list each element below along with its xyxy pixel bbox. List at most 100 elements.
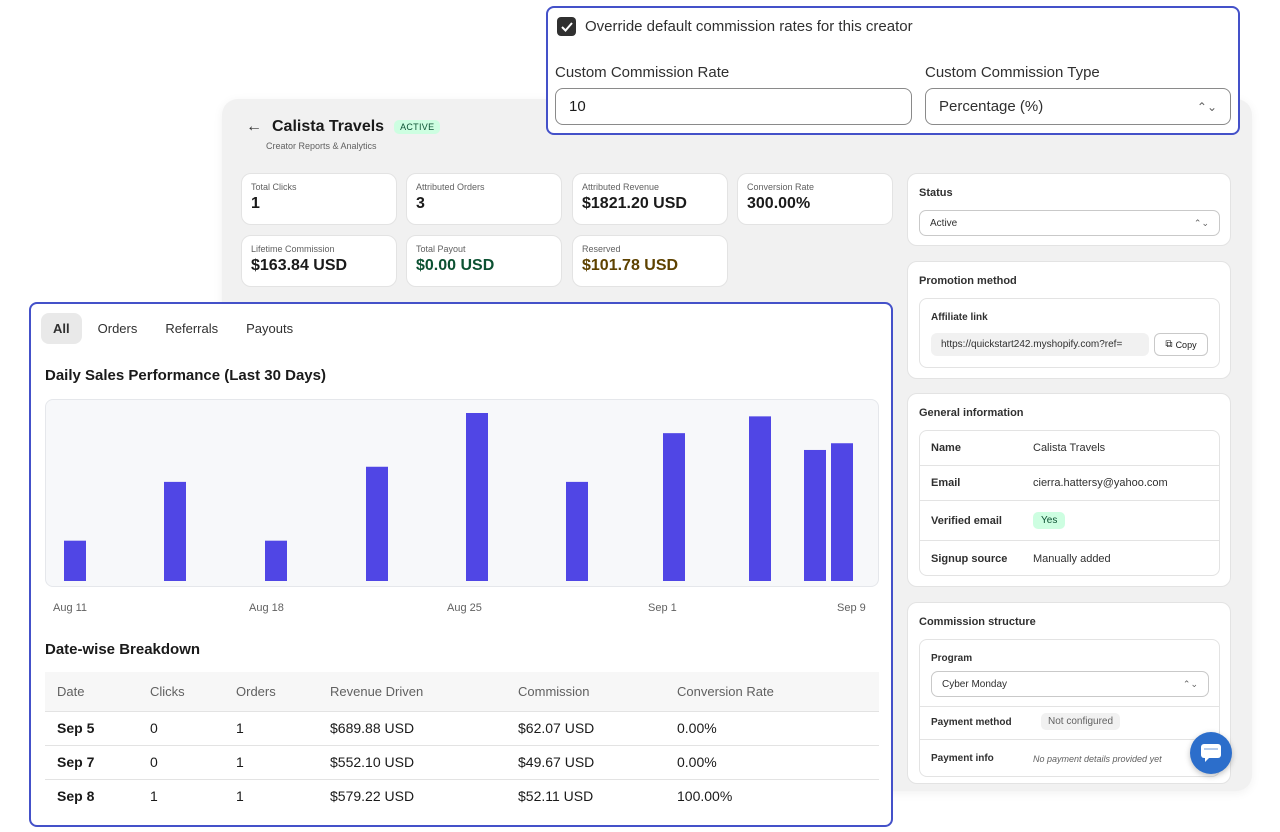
promotion-card-title: Promotion method (919, 275, 1017, 287)
cell-clicks: 0 (138, 744, 224, 779)
affiliate-link-field[interactable]: https://quickstart242.myshopify.com?ref= (931, 333, 1149, 356)
cell-conversion: 0.00% (665, 710, 879, 745)
col-header: Date (45, 672, 138, 711)
stat-label: Attributed Revenue (582, 182, 660, 192)
info-value: Calista Travels (1033, 442, 1106, 454)
status-card-title: Status (919, 187, 953, 199)
page-title: Calista Travels (272, 118, 385, 135)
payment-method-badge: Not configured (1041, 713, 1121, 730)
tab-referrals[interactable]: Referrals (165, 321, 219, 336)
chat-icon (1201, 744, 1221, 762)
col-header: Commission (506, 672, 665, 711)
info-key: Name (931, 442, 961, 454)
info-value: Manually added (1033, 552, 1111, 565)
chart-bar (831, 443, 853, 581)
chevron-up-down-icon: ⌃⌄ (1196, 99, 1217, 114)
tab-payouts[interactable]: Payouts (246, 321, 294, 336)
stat-label: Total Clicks (251, 182, 297, 192)
stat-label: Lifetime Commission (251, 244, 335, 254)
program-label: Program (931, 653, 973, 664)
breakdown-title: Date-wise Breakdown (45, 641, 201, 658)
stat-conversion-rate: Conversion Rate 300.00% (737, 173, 893, 225)
info-key: Signup source (931, 552, 1008, 565)
cell-commission: $49.67 USD (506, 744, 665, 779)
commission-structure-card: Commission structure Program Cyber Monda… (907, 602, 1231, 784)
status-select-value: Active (930, 217, 958, 229)
override-checkbox[interactable] (557, 17, 576, 36)
chart-bar (265, 540, 287, 581)
back-arrow-icon[interactable]: ← (246, 118, 262, 135)
chart-bar (366, 466, 388, 581)
info-value: cierra.hattersy@yahoo.com (1033, 477, 1168, 489)
stat-lifetime-commission: Lifetime Commission $163.84 USD (241, 235, 397, 287)
stat-value: 300.00% (747, 195, 811, 212)
general-info-card: General information Name Calista Travels… (907, 393, 1231, 587)
commission-structure-box: Program Cyber Monday ⌃⌄ Payment method N… (919, 639, 1220, 777)
chevron-up-down-icon: ⌃⌄ (1193, 217, 1209, 228)
cell-conversion: 100.00% (665, 778, 879, 813)
verified-badge: Yes (1033, 512, 1066, 529)
program-select-value: Cyber Monday (942, 678, 1008, 690)
tab-all[interactable]: All (41, 313, 82, 344)
stat-reserved: Reserved $101.78 USD (572, 235, 728, 287)
stat-total-clicks: Total Clicks 1 (241, 173, 397, 225)
table-row: Sep 8 1 1 $579.22 USD $52.11 USD 100.00% (45, 778, 879, 813)
checkmark-icon (560, 21, 573, 32)
stat-label: Attributed Orders (416, 182, 485, 192)
chart-bar (663, 433, 685, 581)
commission-type-value: Percentage (%) (939, 98, 1044, 115)
chart-bar (64, 540, 86, 581)
override-checkbox-label: Override default commission rates for th… (585, 18, 913, 35)
table-header-row: Date Clicks Orders Revenue Driven Commis… (45, 672, 879, 711)
override-commission-card: Override default commission rates for th… (546, 6, 1240, 135)
x-tick-label: Sep 1 (648, 602, 677, 614)
stat-total-payout: Total Payout $0.00 USD (406, 235, 562, 287)
info-row-signup-source: Signup source Manually added (920, 541, 1219, 576)
general-info-title: General information (919, 407, 1024, 419)
col-header: Clicks (138, 672, 224, 711)
stat-value: $1821.20 USD (582, 195, 687, 212)
info-row-email: Email cierra.hattersy@yahoo.com (920, 466, 1219, 501)
x-tick-label: Aug 25 (447, 602, 482, 614)
payment-info-label: Payment info (931, 753, 994, 764)
payment-method-label: Payment method (931, 717, 1012, 728)
chevron-up-down-icon: ⌃⌄ (1182, 678, 1198, 689)
chart-bar (749, 416, 771, 581)
commission-rate-input[interactable] (555, 88, 912, 125)
divider (920, 706, 1219, 707)
affiliate-link-box: Affiliate link https://quickstart242.mys… (919, 298, 1220, 368)
chart-bar (164, 481, 186, 581)
cell-revenue: $689.88 USD (318, 710, 506, 745)
chart-bar (566, 481, 588, 581)
reports-card: All Orders Referrals Payouts Daily Sales… (29, 302, 893, 827)
table-row: Sep 7 0 1 $552.10 USD $49.67 USD 0.00% (45, 744, 879, 779)
tab-orders[interactable]: Orders (97, 321, 138, 336)
chart-bar (804, 449, 826, 581)
stat-label: Conversion Rate (747, 182, 815, 192)
commission-type-select[interactable]: Percentage (%) ⌃⌄ (925, 88, 1231, 125)
cell-date: Sep 7 (45, 744, 138, 779)
cell-clicks: 0 (138, 710, 224, 745)
commission-type-label: Custom Commission Type (925, 64, 1100, 81)
stat-value: $101.78 USD (582, 257, 679, 274)
breakdown-table: Date Clicks Orders Revenue Driven Commis… (45, 672, 879, 813)
cell-date: Sep 8 (45, 778, 138, 813)
report-tabs: All Orders Referrals Payouts (41, 313, 305, 344)
chart-bar (466, 413, 488, 581)
info-key: Verified email (931, 514, 1002, 527)
copy-button[interactable]: ⧉ Copy (1154, 333, 1208, 356)
cell-orders: 1 (224, 778, 318, 813)
x-tick-label: Aug 18 (249, 602, 284, 614)
col-header: Conversion Rate (665, 672, 879, 711)
payment-info-value: No payment details provided yet (1033, 754, 1162, 764)
info-row-name: Name Calista Travels (920, 431, 1219, 466)
chart-svg (64, 413, 853, 581)
program-select[interactable]: Cyber Monday ⌃⌄ (931, 671, 1209, 697)
status-badge: ACTIVE (394, 120, 441, 134)
cell-date: Sep 5 (45, 710, 138, 745)
col-header: Revenue Driven (318, 672, 506, 711)
chat-button[interactable] (1190, 732, 1232, 774)
status-select[interactable]: Active ⌃⌄ (919, 210, 1220, 236)
chart-title: Daily Sales Performance (Last 30 Days) (45, 367, 326, 384)
cell-clicks: 1 (138, 778, 224, 813)
